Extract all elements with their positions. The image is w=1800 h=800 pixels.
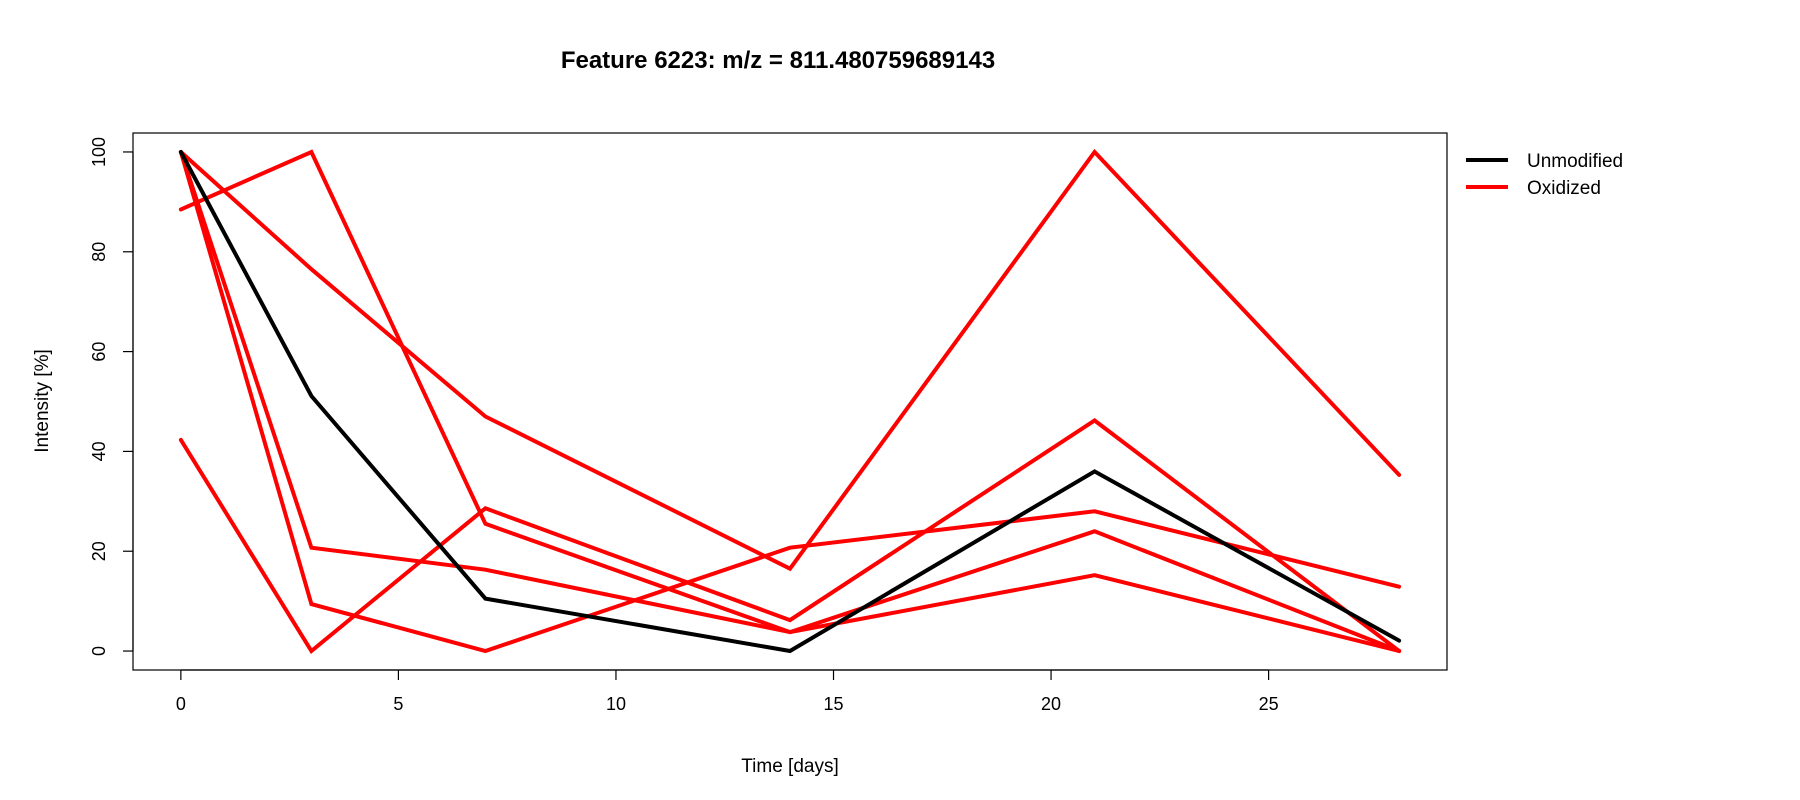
x-tick-label: 5 (393, 694, 403, 714)
series-line-oxidized-5 (178, 418, 1402, 654)
x-tick-label: 15 (823, 694, 843, 714)
x-tick-label: 10 (606, 694, 626, 714)
series-line-unmodified-6 (178, 150, 1402, 654)
x-axis: 0 5 10 15 20 25 (176, 669, 1279, 714)
x-tick-label: 20 (1041, 694, 1061, 714)
legend-label-unmodified: Unmodified (1527, 151, 1623, 172)
y-tick-label: 100 (89, 137, 109, 167)
series-line-oxidized-2 (178, 149, 1402, 653)
y-tick-label: 80 (89, 242, 109, 262)
series-line-oxidized-4 (178, 150, 1402, 654)
y-tick-label: 60 (89, 342, 109, 362)
y-tick-label: 40 (89, 441, 109, 461)
series-layer (178, 148, 1402, 654)
x-tick-label: 25 (1259, 694, 1279, 714)
chart-title: Feature 6223: m/z = 811.480759689143 (561, 47, 995, 74)
x-tick-label: 0 (176, 694, 186, 714)
y-axis: 0 20 40 60 80 100 (89, 137, 134, 656)
y-tick-label: 0 (89, 646, 109, 656)
series-line-oxidized-3 (178, 150, 1402, 653)
y-axis-label: Intensity [%] (32, 349, 53, 453)
series-line-oxidized-1 (178, 148, 1402, 572)
legend-label-oxidized: Oxidized (1527, 178, 1601, 199)
plot-frame (132, 132, 1448, 671)
x-axis-label: Time [days] (741, 756, 839, 777)
legend: Unmodified Oxidized (1466, 151, 1623, 199)
y-tick-label: 20 (89, 541, 109, 561)
